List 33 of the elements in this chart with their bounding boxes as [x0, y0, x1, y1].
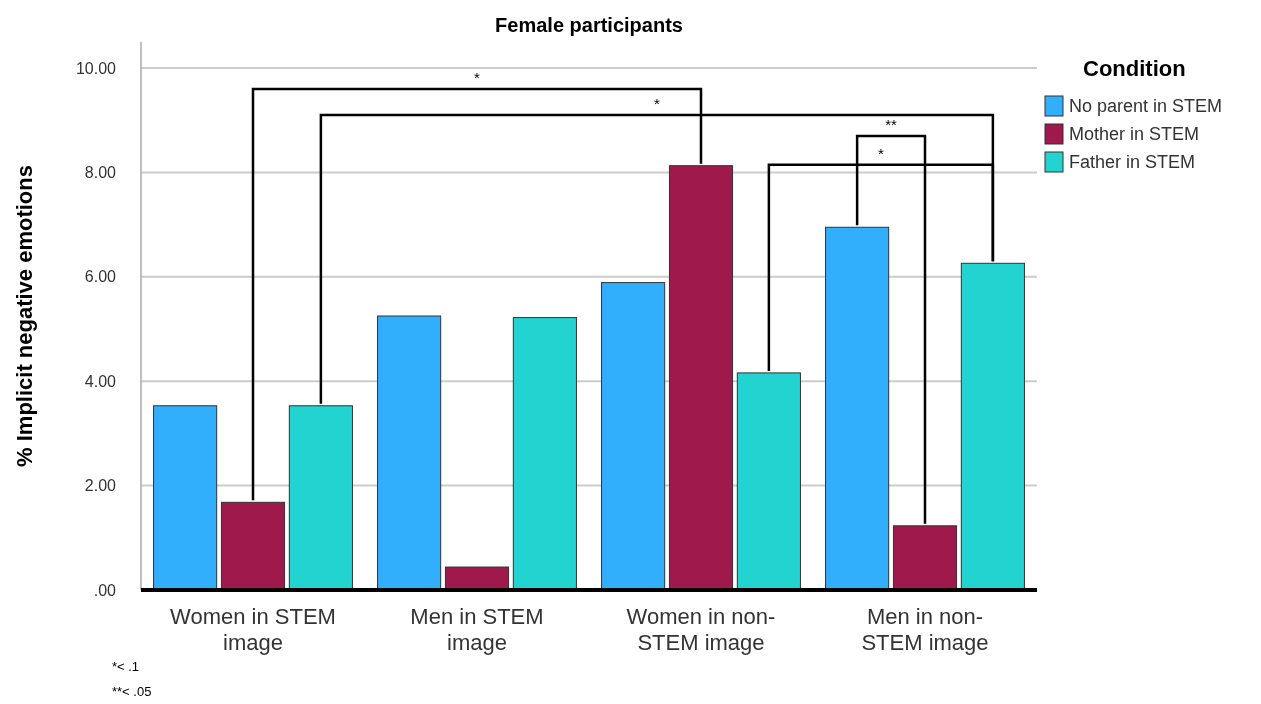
- bar: [668, 165, 734, 591]
- bar: [288, 405, 353, 591]
- legend-title: Condition: [1083, 56, 1186, 81]
- y-tick-label: .00: [93, 581, 117, 599]
- annotation: *: [474, 68, 481, 86]
- annotation: **: [885, 115, 898, 133]
- bar: [892, 525, 958, 591]
- bar: [512, 317, 577, 591]
- y-tick-label: 2.00: [84, 477, 117, 495]
- bar: [377, 315, 442, 591]
- bar: [960, 262, 1025, 591]
- legend-label: No parent in STEM: [1069, 96, 1223, 117]
- bar: [736, 372, 801, 591]
- bar: [601, 282, 666, 591]
- legend-label: Father in STEM: [1069, 152, 1196, 173]
- x-tick-label: Men in non-STEM image: [861, 604, 989, 655]
- y-tick-label: 10.00: [75, 59, 117, 77]
- bar: [153, 405, 218, 591]
- legend-label: Mother in STEM: [1069, 124, 1200, 145]
- text: *< .1: [112, 659, 140, 674]
- annotation: *: [877, 144, 884, 162]
- bar: [444, 566, 510, 591]
- chart-title: Female participants: [495, 14, 683, 36]
- text: **< .05: [112, 684, 152, 699]
- y-axis-title: % Implicit negative emotions: [12, 165, 37, 467]
- x-tick-label: Women in STEM image: [170, 604, 336, 655]
- x-tick-label: Women in non-STEM image: [626, 604, 776, 655]
- y-tick-label: 6.00: [84, 268, 117, 286]
- x-tick-label: Men in STEM image: [410, 604, 544, 655]
- bar: [220, 501, 286, 591]
- y-tick-label: 4.00: [84, 372, 117, 390]
- y-tick-label: 8.00: [84, 164, 117, 182]
- annotation: *: [653, 95, 660, 113]
